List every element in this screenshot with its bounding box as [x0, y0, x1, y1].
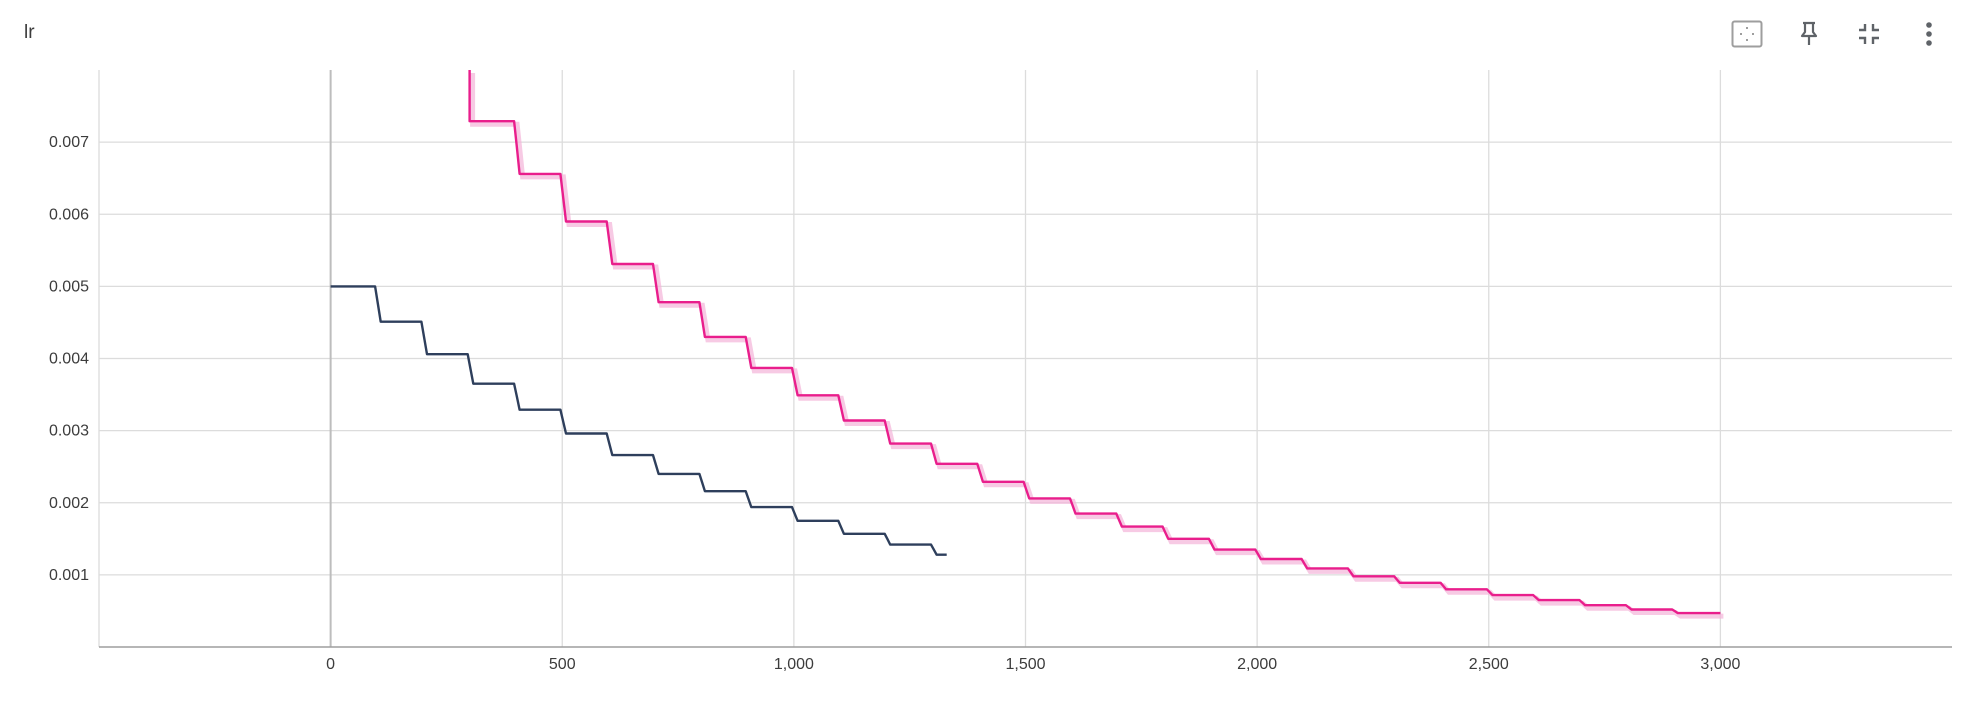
- x-tick-label: 0: [326, 656, 335, 673]
- pin-icon: [1799, 21, 1819, 47]
- x-tick-label: 1,500: [1005, 656, 1045, 673]
- y-tick-label: 0.005: [49, 278, 89, 295]
- y-tick-label: 0.003: [49, 423, 89, 440]
- x-tick-label: 2,500: [1469, 656, 1509, 673]
- more-options-button[interactable]: [1909, 14, 1949, 54]
- y-tick-label: 0.002: [49, 495, 89, 512]
- x-tick-label: 1,000: [774, 656, 814, 673]
- y-tick-label: 0.006: [49, 206, 89, 223]
- more-vert-icon: [1925, 21, 1933, 47]
- fit-to-data-icon: [1731, 20, 1763, 48]
- series-raw-line: [470, 73, 1724, 619]
- series-line: [468, 70, 1721, 615]
- y-tick-label: 0.001: [49, 567, 89, 584]
- x-tick-label: 2,000: [1237, 656, 1277, 673]
- y-tick-label: 0.007: [49, 134, 89, 151]
- x-tick-label: 500: [549, 656, 576, 673]
- pin-button[interactable]: [1789, 14, 1829, 54]
- collapse-icon: [1857, 22, 1881, 46]
- x-tick-label: 3,000: [1700, 656, 1740, 673]
- collapse-button[interactable]: [1849, 14, 1889, 54]
- series-line: [330, 285, 947, 556]
- chart-title: lr: [24, 22, 35, 43]
- y-tick-label: 0.004: [49, 351, 89, 368]
- fit-to-data-button[interactable]: [1727, 14, 1767, 54]
